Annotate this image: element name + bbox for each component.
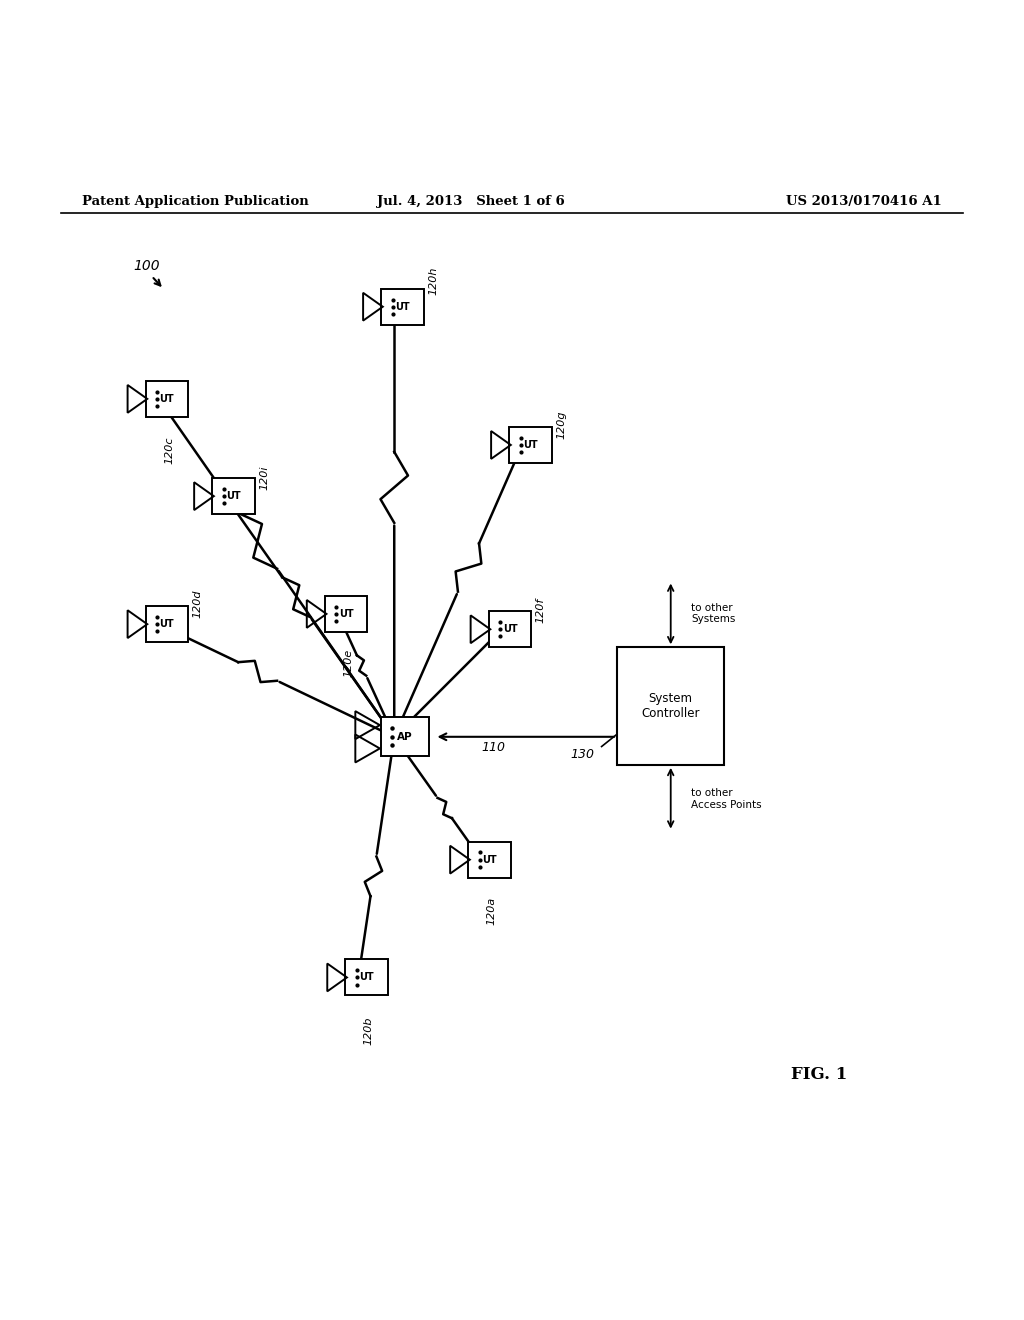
Text: 120i: 120i — [259, 466, 269, 490]
Bar — [488, 611, 531, 647]
Text: 120d: 120d — [193, 590, 203, 618]
Bar — [616, 647, 725, 766]
Text: UT: UT — [359, 973, 374, 982]
Text: UT: UT — [226, 491, 241, 502]
Text: UT: UT — [160, 619, 174, 630]
Text: 110: 110 — [481, 741, 505, 754]
Text: System
Controller: System Controller — [641, 692, 700, 721]
Text: 120c: 120c — [164, 437, 174, 463]
Text: AP: AP — [397, 731, 413, 742]
Bar — [468, 842, 511, 878]
Text: 120a: 120a — [486, 896, 497, 925]
Bar — [381, 717, 429, 756]
Bar — [212, 478, 255, 515]
Text: UT: UT — [339, 609, 353, 619]
Text: UT: UT — [503, 624, 517, 635]
Text: Patent Application Publication: Patent Application Publication — [82, 195, 308, 207]
Text: 120g: 120g — [556, 411, 566, 438]
Text: 120e: 120e — [343, 649, 353, 677]
Text: UT: UT — [523, 440, 538, 450]
Text: UT: UT — [160, 393, 174, 404]
Text: 100: 100 — [133, 259, 160, 273]
Text: US 2013/0170416 A1: US 2013/0170416 A1 — [786, 195, 942, 207]
Text: 130: 130 — [570, 748, 594, 762]
Bar — [345, 960, 388, 995]
Text: FIG. 1: FIG. 1 — [792, 1067, 847, 1084]
Text: UT: UT — [395, 302, 410, 312]
Bar — [381, 289, 424, 325]
Text: 120h: 120h — [428, 267, 438, 296]
Text: Jul. 4, 2013   Sheet 1 of 6: Jul. 4, 2013 Sheet 1 of 6 — [377, 195, 565, 207]
Bar — [145, 381, 188, 417]
Text: 120f: 120f — [536, 598, 546, 623]
Text: 120b: 120b — [364, 1016, 374, 1045]
Bar — [509, 426, 552, 463]
Text: to other
Systems: to other Systems — [691, 603, 735, 624]
Text: to other
Access Points: to other Access Points — [691, 788, 762, 809]
Text: UT: UT — [482, 854, 497, 865]
Bar — [145, 606, 188, 643]
Bar — [325, 595, 368, 632]
